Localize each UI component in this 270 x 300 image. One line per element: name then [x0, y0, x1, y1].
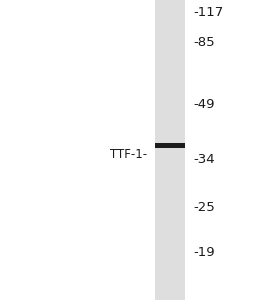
Text: -25: -25: [193, 201, 215, 214]
Text: -117: -117: [193, 5, 223, 19]
Bar: [155, 0, 185, 300]
Text: -85: -85: [193, 35, 215, 49]
Text: -34: -34: [193, 153, 215, 167]
Text: -49: -49: [193, 98, 215, 112]
Bar: [155, 143, 185, 148]
Text: -19: -19: [193, 245, 215, 259]
Text: TTF-1-: TTF-1-: [110, 148, 147, 161]
